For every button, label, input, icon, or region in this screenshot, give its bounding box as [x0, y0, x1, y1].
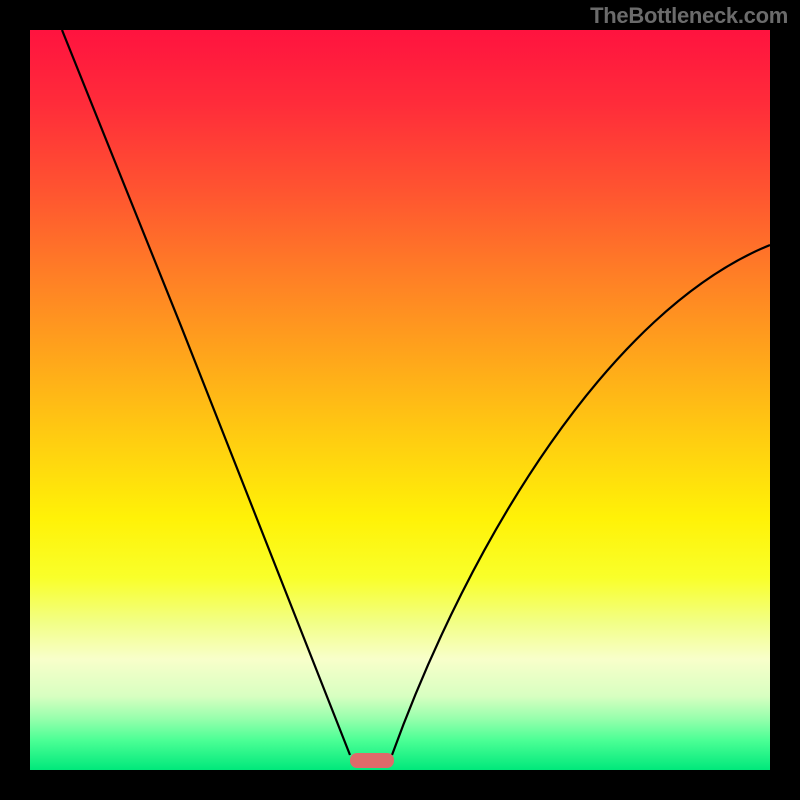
chart-container: TheBottleneck.com — [0, 0, 800, 800]
watermark-text: TheBottleneck.com — [590, 3, 788, 29]
gradient-background — [30, 30, 770, 770]
bottom-marker — [350, 753, 394, 768]
chart-svg — [0, 0, 800, 800]
